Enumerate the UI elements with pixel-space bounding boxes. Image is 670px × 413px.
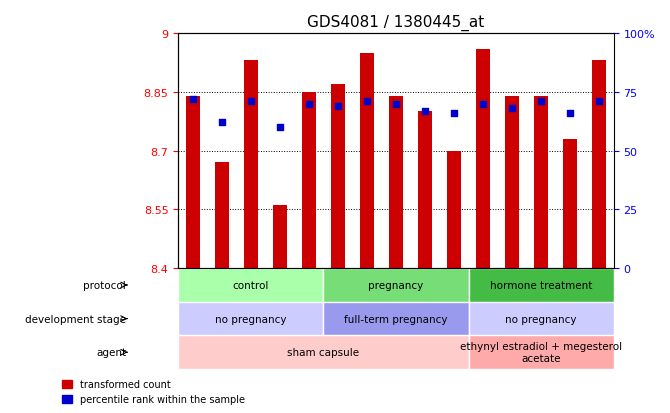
- Point: [362, 99, 373, 105]
- Text: sham capsule: sham capsule: [287, 347, 360, 357]
- Title: GDS4081 / 1380445_at: GDS4081 / 1380445_at: [308, 15, 484, 31]
- FancyBboxPatch shape: [178, 336, 468, 369]
- Point: [332, 103, 343, 110]
- Text: no pregnancy: no pregnancy: [505, 314, 577, 324]
- FancyBboxPatch shape: [178, 268, 324, 302]
- Text: pregnancy: pregnancy: [369, 280, 423, 290]
- FancyBboxPatch shape: [468, 336, 614, 369]
- Point: [275, 124, 285, 131]
- Point: [216, 120, 227, 126]
- Point: [565, 110, 576, 117]
- FancyBboxPatch shape: [468, 268, 614, 302]
- Point: [391, 101, 401, 107]
- Point: [449, 110, 460, 117]
- Bar: [214, 163, 229, 268]
- Bar: [244, 61, 258, 268]
- Text: development stage: development stage: [25, 314, 126, 324]
- Bar: [534, 97, 548, 268]
- Point: [304, 101, 314, 107]
- Point: [594, 99, 604, 105]
- Bar: [389, 97, 403, 268]
- FancyBboxPatch shape: [324, 302, 468, 336]
- Text: protocol: protocol: [83, 280, 126, 290]
- FancyBboxPatch shape: [324, 268, 468, 302]
- Point: [507, 106, 517, 112]
- Text: ethynyl estradiol + megesterol
acetate: ethynyl estradiol + megesterol acetate: [460, 342, 622, 363]
- Bar: [447, 151, 461, 268]
- Text: agent: agent: [96, 347, 126, 357]
- FancyBboxPatch shape: [468, 302, 614, 336]
- Point: [419, 108, 430, 115]
- Text: no pregnancy: no pregnancy: [215, 314, 287, 324]
- Bar: [360, 53, 375, 268]
- Bar: [186, 97, 200, 268]
- Point: [478, 101, 488, 107]
- Text: hormone treatment: hormone treatment: [490, 280, 592, 290]
- Bar: [273, 206, 287, 268]
- Bar: [302, 93, 316, 268]
- Bar: [592, 61, 606, 268]
- Text: full-term pregnancy: full-term pregnancy: [344, 314, 448, 324]
- Bar: [476, 50, 490, 268]
- Bar: [563, 140, 578, 268]
- Point: [188, 96, 198, 103]
- Point: [536, 99, 547, 105]
- Legend: transformed count, percentile rank within the sample: transformed count, percentile rank withi…: [58, 375, 249, 408]
- Text: control: control: [232, 280, 269, 290]
- Bar: [331, 85, 345, 268]
- Bar: [505, 97, 519, 268]
- Bar: [418, 112, 432, 268]
- FancyBboxPatch shape: [178, 302, 324, 336]
- Point: [245, 99, 256, 105]
